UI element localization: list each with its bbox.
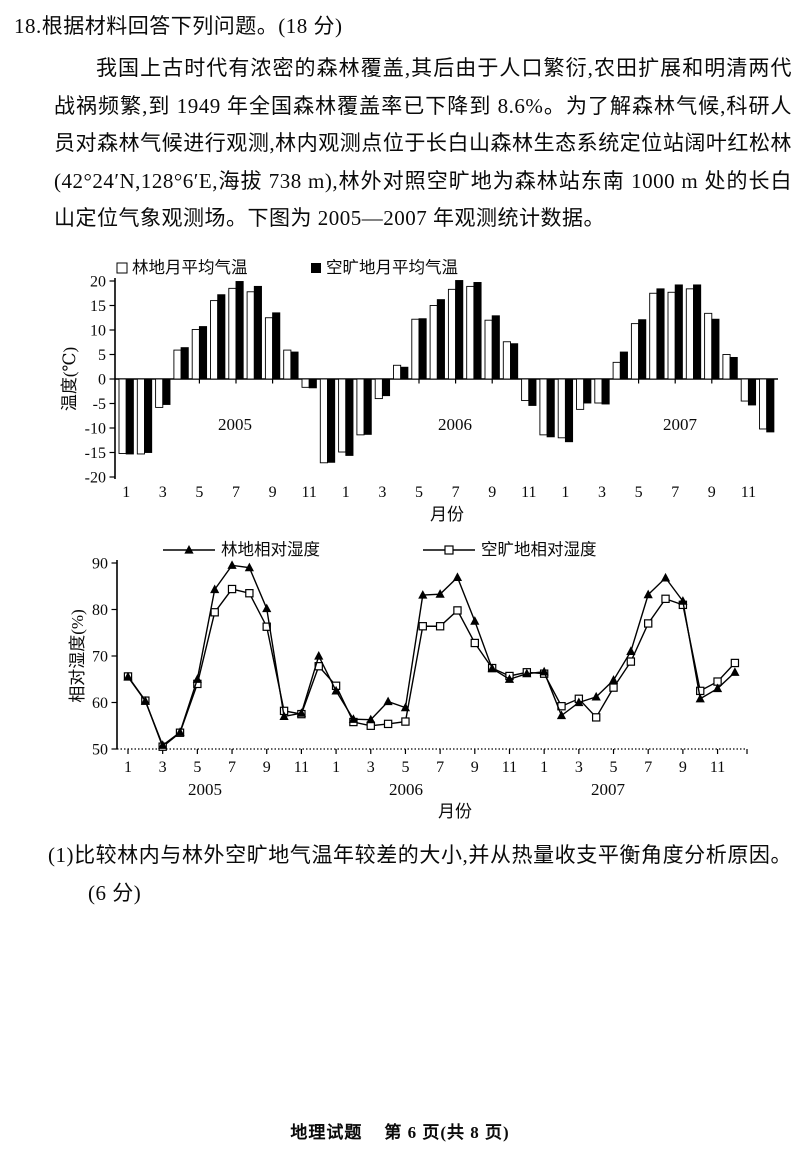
temp-year-label: 2007	[663, 415, 698, 434]
svg-text:3: 3	[159, 759, 167, 776]
svg-text:林地相对湿度: 林地相对湿度	[221, 540, 320, 559]
svg-text:11: 11	[710, 759, 725, 776]
question-header: 18.根据材料回答下列问题。(18 分)	[14, 14, 343, 38]
humidity-line-chart: 90 80 70 60 50 1 3 5 7 9 11 1 3 5 7 9 11 1 3 5 7 9 11 2005 2006 2…	[55, 533, 795, 823]
svg-text:9: 9	[263, 759, 271, 776]
humidity-y-axis-label: 相对湿度(%)	[68, 609, 87, 702]
svg-text:1: 1	[540, 759, 548, 776]
footer-doc-title: 地理试题	[290, 1123, 363, 1142]
footer-page-number: 第 6 页(共 8 页)	[384, 1123, 510, 1142]
svg-text:9: 9	[488, 484, 496, 501]
svg-text:11: 11	[502, 759, 517, 776]
svg-text:7: 7	[436, 759, 444, 776]
open-area-humidity-line	[123, 584, 740, 751]
humidity-year-label: 2007	[591, 780, 626, 799]
svg-text:5: 5	[635, 484, 643, 501]
temp-x-tick-labels: 1 3 5 7 9 11 1 3 5 7 9 11 1 3 5 7 9 11	[122, 484, 756, 501]
temperature-bar-chart: 20 15 10 5 0 -5 -10 -15 -20 1 3 5 7 9 11 1 3 5 7 9 11 1 3 5 7 9 11…	[55, 252, 795, 528]
svg-text:1: 1	[124, 759, 132, 776]
svg-text:20: 20	[90, 274, 106, 291]
svg-text:9: 9	[708, 484, 716, 501]
svg-text:5: 5	[98, 347, 106, 364]
temp-legend: 林地月平均气温 空旷地月平均气温	[116, 258, 458, 277]
svg-text:11: 11	[741, 484, 756, 501]
svg-text:1: 1	[342, 484, 350, 501]
svg-text:80: 80	[92, 602, 108, 619]
filled-square-marker	[311, 263, 321, 273]
svg-text:11: 11	[521, 484, 536, 501]
temp-y-axis-label: 温度(℃)	[60, 347, 79, 411]
svg-text:7: 7	[232, 484, 240, 501]
svg-text:70: 70	[92, 649, 108, 666]
svg-text:1: 1	[561, 484, 569, 501]
svg-text:7: 7	[452, 484, 460, 501]
svg-text:7: 7	[644, 759, 652, 776]
svg-text:90: 90	[92, 556, 108, 573]
svg-text:-5: -5	[93, 396, 106, 413]
temp-year-label: 2005	[218, 415, 252, 434]
temp-axes: 20 15 10 5 0 -5 -10 -15 -20	[85, 274, 778, 487]
open-area-temp-bars	[125, 280, 775, 463]
svg-text:空旷地月平均气温: 空旷地月平均气温	[326, 258, 458, 277]
svg-text:9: 9	[679, 759, 687, 776]
svg-text:3: 3	[159, 484, 167, 501]
open-square-marker	[444, 545, 454, 555]
svg-text:1: 1	[332, 759, 340, 776]
svg-text:50: 50	[92, 742, 108, 759]
svg-text:9: 9	[269, 484, 277, 501]
sub-question-1: (1)比较林内与林外空旷地气温年较差的大小,并从热量收支平衡角度分析原因。(6 …	[48, 843, 792, 905]
svg-text:10: 10	[90, 323, 106, 340]
svg-text:3: 3	[378, 484, 386, 501]
humidity-year-label: 2006	[389, 780, 423, 799]
svg-text:0: 0	[98, 372, 106, 389]
svg-text:15: 15	[90, 298, 106, 315]
temp-x-axis-label: 月份	[430, 505, 464, 524]
forest-humidity-line	[123, 560, 740, 749]
svg-text:11: 11	[301, 484, 316, 501]
svg-text:11: 11	[294, 759, 309, 776]
svg-text:空旷地相对湿度: 空旷地相对湿度	[481, 540, 597, 559]
page-footer: 地理试题 第 6 页(共 8 页)	[0, 1118, 800, 1143]
svg-text:5: 5	[195, 484, 203, 501]
filled-triangle-marker	[184, 545, 194, 554]
svg-text:3: 3	[575, 759, 583, 776]
svg-text:3: 3	[598, 484, 606, 501]
svg-text:-10: -10	[85, 421, 106, 438]
svg-text:9: 9	[471, 759, 479, 776]
svg-text:1: 1	[122, 484, 130, 501]
humidity-x-tick-labels: 1 3 5 7 9 11 1 3 5 7 9 11 1 3 5 7 9 11	[124, 759, 725, 776]
svg-text:5: 5	[401, 759, 409, 776]
svg-text:-15: -15	[85, 445, 106, 462]
svg-text:5: 5	[415, 484, 423, 501]
humidity-axes: 90 80 70 60 50	[92, 556, 748, 759]
svg-text:林地月平均气温: 林地月平均气温	[132, 258, 248, 277]
temp-year-label: 2006	[438, 415, 472, 434]
svg-text:3: 3	[367, 759, 375, 776]
svg-text:5: 5	[193, 759, 201, 776]
svg-text:7: 7	[228, 759, 236, 776]
humidity-x-axis-label: 月份	[438, 802, 472, 821]
svg-text:-20: -20	[85, 470, 106, 487]
svg-text:60: 60	[92, 695, 108, 712]
open-square-marker	[116, 262, 128, 274]
humidity-legend: 林地相对湿度 空旷地相对湿度	[163, 540, 597, 559]
svg-text:5: 5	[610, 759, 618, 776]
svg-text:7: 7	[671, 484, 679, 501]
question-material-paragraph: 我国上古时代有浓密的森林覆盖,其后由于人口繁衍,农田扩展和明清两代战祸频繁,到 …	[54, 56, 792, 230]
humidity-year-label: 2005	[188, 780, 222, 799]
forest-temp-bars	[118, 285, 768, 464]
